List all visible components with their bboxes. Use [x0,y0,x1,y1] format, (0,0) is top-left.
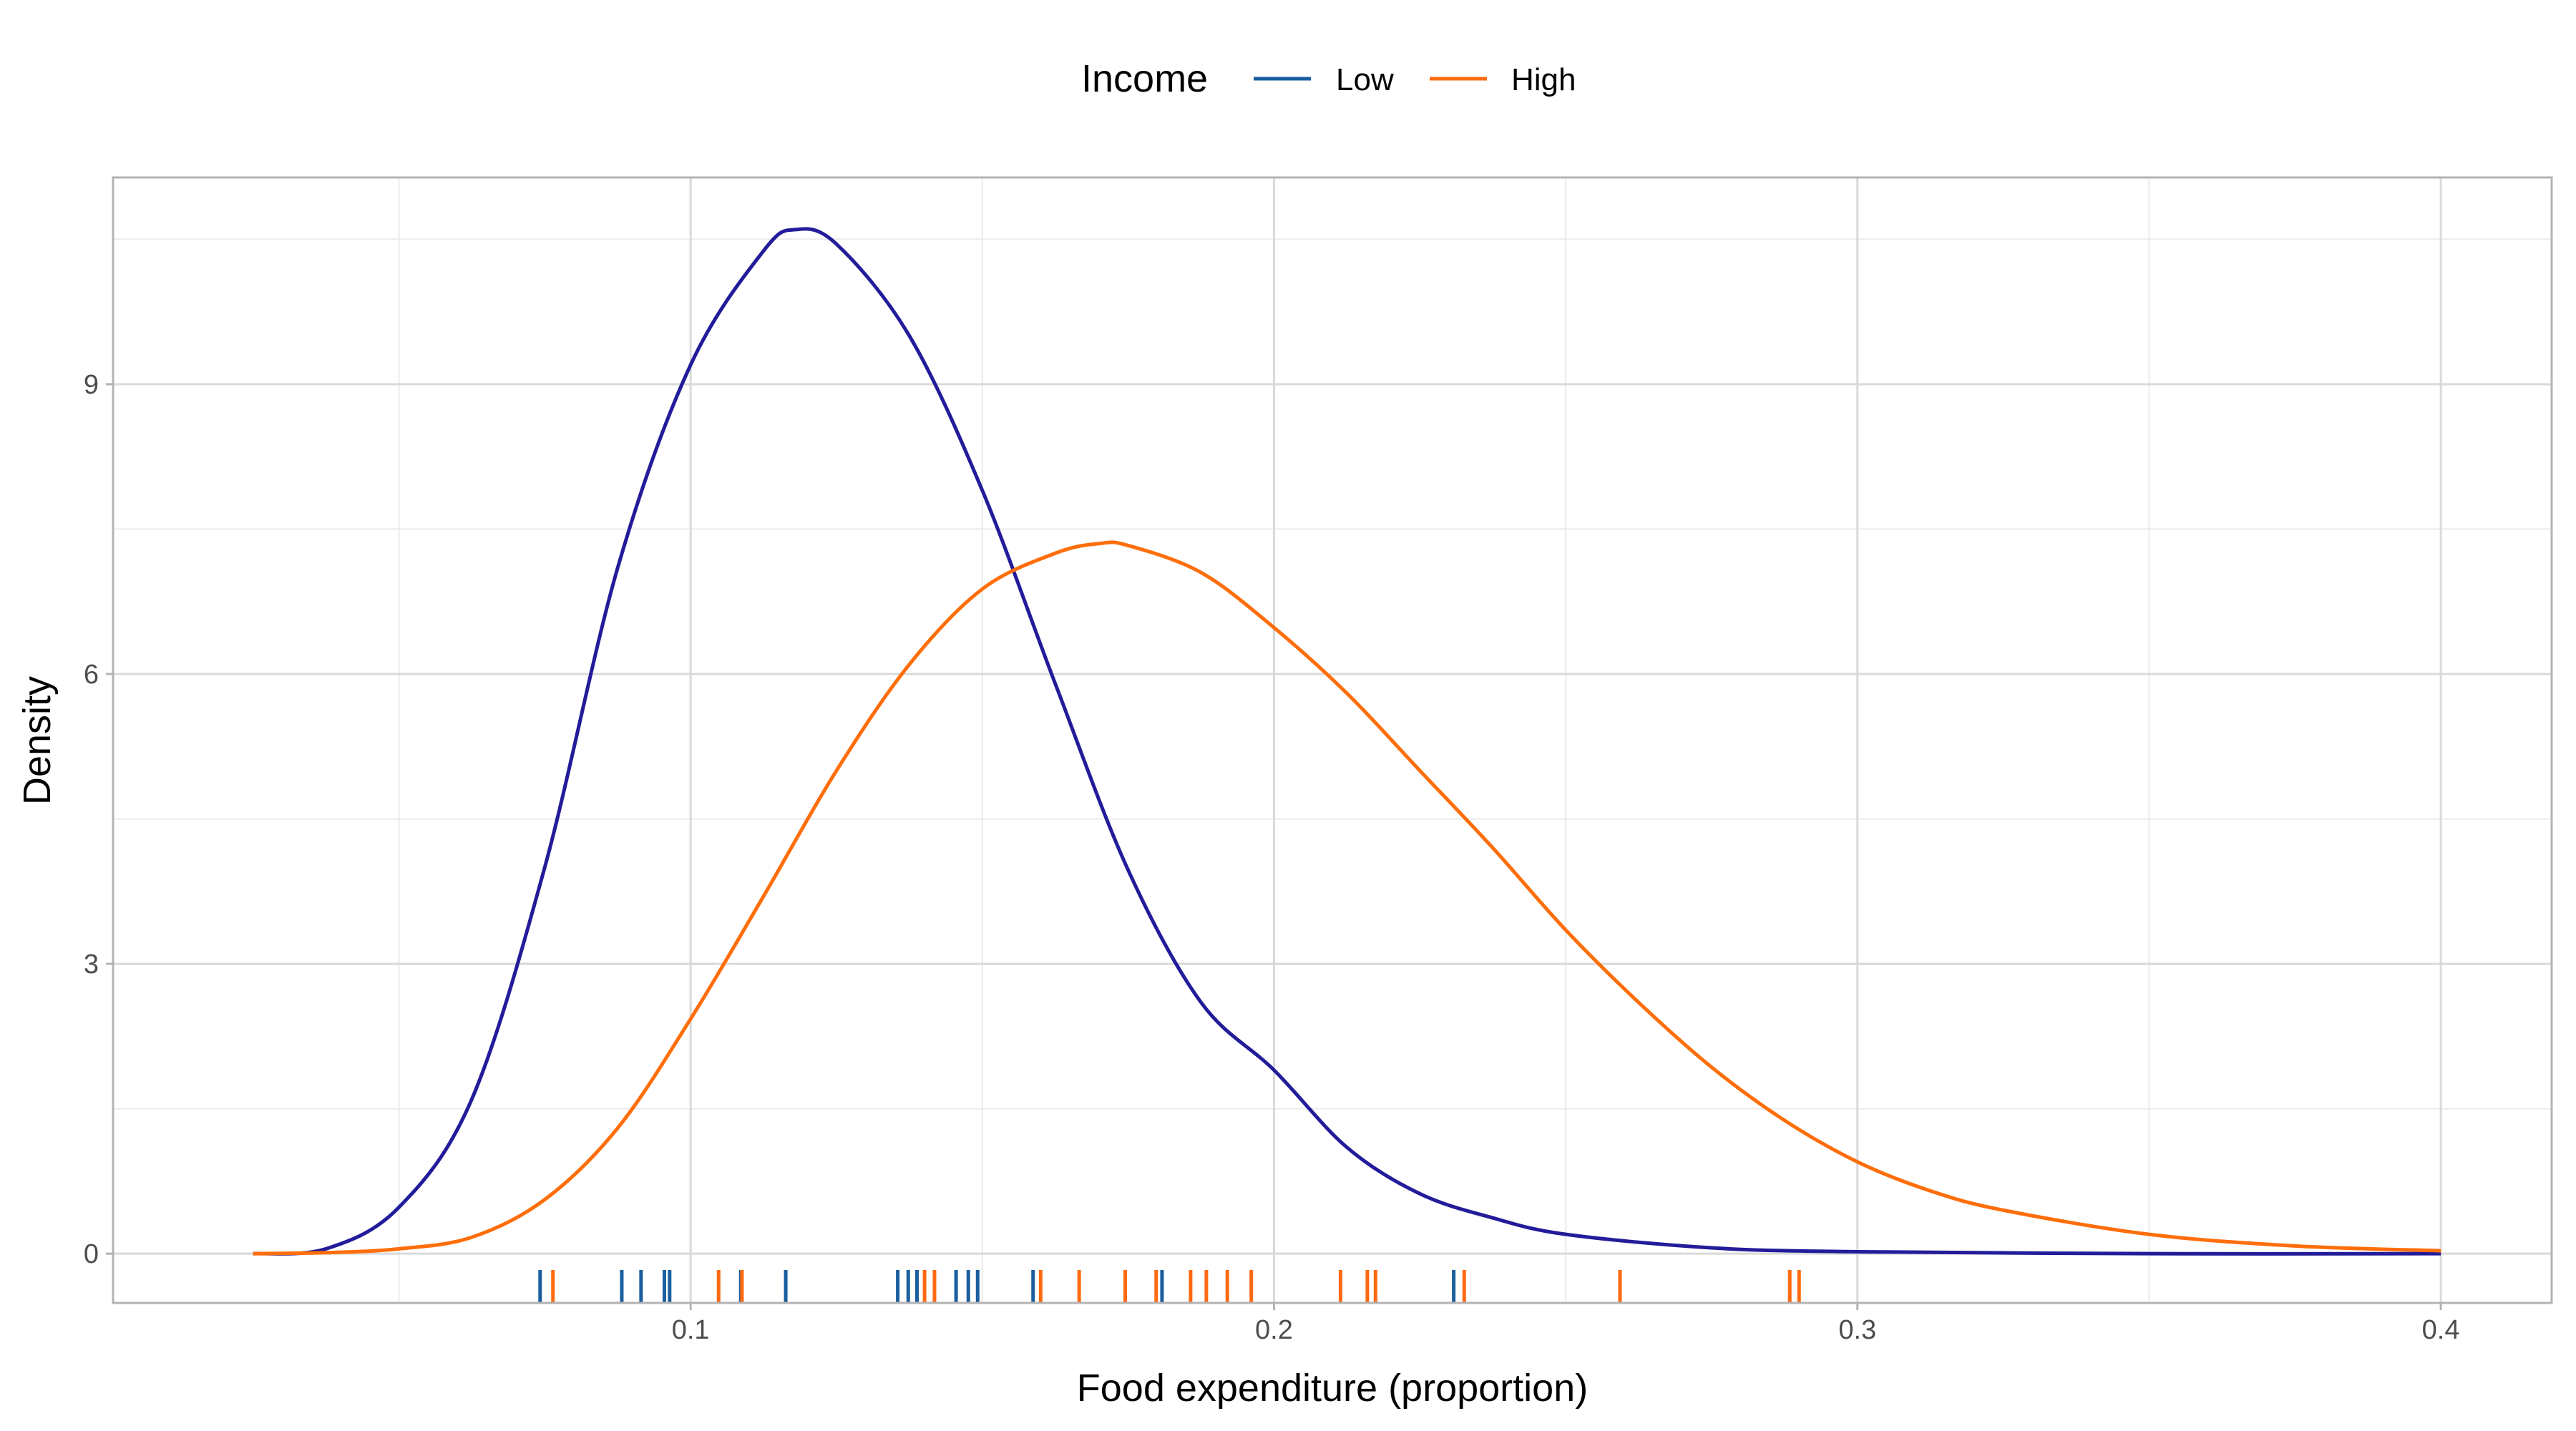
axis-ticks: 0.1 0.2 0.3 0.4 0 3 6 9 [84,370,2460,1345]
legend-label-high: High [1511,62,1576,97]
x-tick-label: 0.1 [672,1315,710,1345]
density-curve-high [253,540,2441,1256]
y-axis-title: Density [16,676,59,805]
y-tick-label: 6 [84,660,99,690]
y-tick-label: 3 [84,949,99,980]
x-tick-label: 0.3 [1838,1315,1876,1345]
legend: Income Low High [1081,57,1576,100]
rug-marks [538,1270,1801,1302]
legend-title: Income [1081,57,1208,100]
y-tick-label: 0 [84,1239,99,1269]
legend-label-low: Low [1336,62,1394,97]
density-curves [253,227,2441,1256]
x-tick-label: 0.4 [2422,1315,2460,1345]
density-curve-low [253,227,2441,1256]
y-tick-label: 9 [84,370,99,400]
x-tick-label: 0.2 [1255,1315,1293,1345]
panel-border [112,176,2553,1304]
x-axis-title: Food expenditure (proportion) [1077,1367,1588,1410]
